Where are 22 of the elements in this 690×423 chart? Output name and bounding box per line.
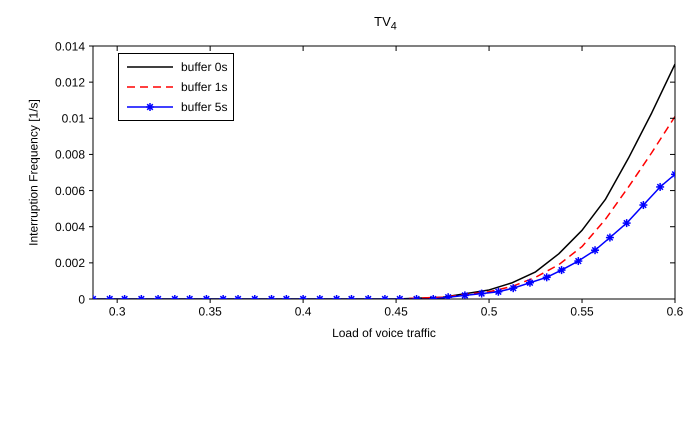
- y-tick-label: 0.004: [54, 220, 86, 234]
- y-tick-label: 0.006: [54, 184, 86, 198]
- x-axis-title: Load of voice traffic: [332, 326, 436, 340]
- y-tick-label: 0.01: [62, 112, 86, 126]
- x-tick-label: 0.5: [480, 304, 498, 319]
- legend-label: buffer 0s: [181, 60, 228, 74]
- x-tick-label: 0.6: [666, 304, 684, 319]
- y-tick-label: 0.012: [54, 75, 86, 90]
- y-tick-label: 0.014: [54, 39, 86, 54]
- x-tick-label: 0.3: [108, 304, 126, 319]
- x-tick-label: 0.35: [198, 304, 222, 319]
- y-tick-label: 0: [78, 292, 86, 306]
- chart-title: TV$_{4}$: [373, 14, 398, 33]
- y-axis-title: Interruption Frequency [1/s]: [26, 99, 40, 246]
- legend-label: buffer 5s: [181, 100, 228, 114]
- y-tick-label: 0.002: [54, 256, 86, 270]
- legend-label: buffer 1s: [181, 80, 228, 94]
- x-tick-label: 0.45: [384, 304, 408, 319]
- x-tick-label: 0.55: [570, 304, 594, 319]
- line-series: [395, 116, 675, 299]
- x-tick-label: 0.4: [294, 304, 312, 319]
- y-tick-label: 0.008: [54, 148, 86, 162]
